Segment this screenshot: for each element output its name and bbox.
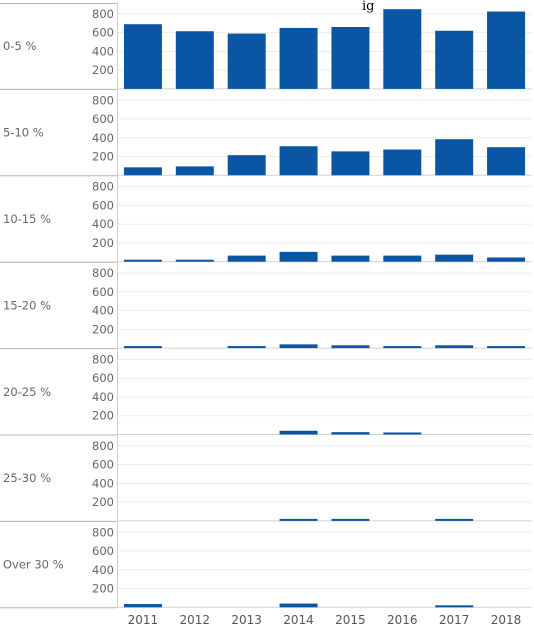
bar-2-2011 <box>123 259 162 262</box>
bar-1-2017 <box>435 139 474 176</box>
row-label: 25-30 % <box>3 471 51 485</box>
chart-title-fragment: ig <box>362 0 374 14</box>
y-tick-label: 400 <box>92 563 114 577</box>
bar-2-2016 <box>383 255 422 262</box>
bar-0-2014 <box>279 27 318 89</box>
row-label: 5-10 % <box>3 126 44 140</box>
bar-4-2016 <box>383 432 422 435</box>
x-tick-label: 2017 <box>439 613 470 627</box>
y-tick-label: 400 <box>92 304 114 318</box>
bar-3-2017 <box>435 345 474 349</box>
bar-1-2018 <box>487 147 526 176</box>
bar-1-2012 <box>175 166 214 176</box>
y-tick-label: 400 <box>92 44 114 58</box>
y-tick-label: 800 <box>92 525 114 539</box>
bar-6-2014 <box>279 603 318 608</box>
bar-0-2016 <box>383 9 422 89</box>
bar-0-2011 <box>123 24 162 89</box>
y-tick-label: 600 <box>92 285 114 299</box>
y-tick-label: 600 <box>92 112 114 126</box>
y-tick-label: 400 <box>92 476 114 490</box>
bar-6-2017 <box>435 605 474 608</box>
row-label: 15-20 % <box>3 298 51 312</box>
bar-1-2015 <box>331 151 370 176</box>
y-tick-label: 200 <box>92 409 114 423</box>
bar-5-2014 <box>279 518 318 521</box>
x-tick-label: 2013 <box>231 613 262 627</box>
bar-3-2018 <box>487 346 526 349</box>
y-tick-label: 800 <box>92 266 114 280</box>
bar-2-2014 <box>279 251 318 262</box>
y-tick-label: 800 <box>92 439 114 453</box>
bar-0-2012 <box>175 31 214 89</box>
bar-2-2015 <box>331 255 370 262</box>
bar-1-2016 <box>383 149 422 176</box>
x-tick-label: 2018 <box>491 613 522 627</box>
x-tick-label: 2016 <box>387 613 418 627</box>
y-tick-label: 800 <box>92 180 114 194</box>
bar-4-2015 <box>331 432 370 435</box>
y-tick-label: 200 <box>92 63 114 77</box>
bar-1-2013 <box>227 155 266 176</box>
x-tick-label: 2014 <box>283 613 314 627</box>
bar-2-2018 <box>487 257 526 262</box>
y-tick-label: 200 <box>92 150 114 164</box>
row-label: 10-15 % <box>3 212 51 226</box>
y-tick-label: 600 <box>92 458 114 472</box>
bar-3-2013 <box>227 346 266 349</box>
bar-3-2016 <box>383 346 422 349</box>
bar-3-2014 <box>279 344 318 349</box>
bar-2-2017 <box>435 254 474 262</box>
bar-3-2011 <box>123 346 162 349</box>
bar-5-2015 <box>331 518 370 521</box>
x-tick-label: 2012 <box>180 613 211 627</box>
y-tick-label: 200 <box>92 322 114 336</box>
bar-2-2013 <box>227 255 266 262</box>
bar-3-2015 <box>331 345 370 349</box>
y-tick-label: 400 <box>92 390 114 404</box>
y-tick-label: 200 <box>92 495 114 509</box>
y-tick-label: 800 <box>92 93 114 107</box>
row-label: 0-5 % <box>3 39 36 53</box>
x-tick-label: 2011 <box>128 613 159 627</box>
bar-5-2017 <box>435 518 474 521</box>
bar-0-2015 <box>331 27 370 89</box>
y-tick-label: 400 <box>92 217 114 231</box>
y-tick-label: 200 <box>92 236 114 250</box>
y-tick-label: 800 <box>92 7 114 21</box>
bar-2-2012 <box>175 259 214 262</box>
y-tick-label: 800 <box>92 352 114 366</box>
y-tick-label: 200 <box>92 582 114 596</box>
y-tick-label: 600 <box>92 544 114 558</box>
y-tick-label: 400 <box>92 131 114 145</box>
row-label: Over 30 % <box>3 558 64 572</box>
y-tick-label: 600 <box>92 198 114 212</box>
bar-4-2014 <box>279 430 318 435</box>
x-tick-label: 2015 <box>335 613 366 627</box>
bar-0-2013 <box>227 33 266 89</box>
y-tick-label: 600 <box>92 371 114 385</box>
row-label: 20-25 % <box>3 385 51 399</box>
bar-6-2011 <box>123 604 162 608</box>
bar-0-2017 <box>435 30 474 89</box>
bar-1-2014 <box>279 146 318 176</box>
y-tick-label: 600 <box>92 26 114 40</box>
bar-1-2011 <box>123 167 162 176</box>
bar-0-2018 <box>487 11 526 89</box>
